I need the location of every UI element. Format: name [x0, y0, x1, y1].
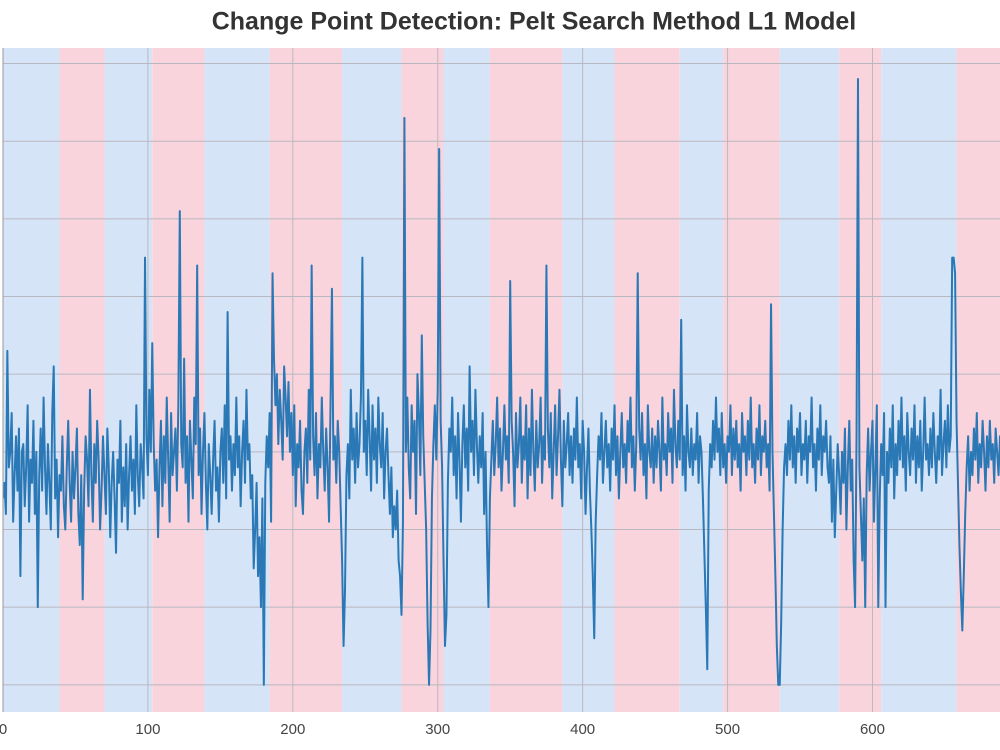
regime-bands	[3, 48, 1000, 712]
regime-band	[839, 48, 882, 712]
x-tick-label: 300	[425, 721, 450, 738]
series-line	[3, 78, 1000, 686]
x-ticks: 0 100 200 300 400 500 600	[0, 721, 885, 738]
x-tick-label: 200	[280, 721, 305, 738]
regime-band	[342, 48, 402, 712]
regime-band	[443, 48, 490, 712]
x-tick-label: 400	[570, 721, 595, 738]
regime-band	[614, 48, 680, 712]
regime-band	[881, 48, 957, 712]
regime-band	[779, 48, 840, 712]
regime-band	[679, 48, 724, 712]
series-layer	[3, 78, 1000, 686]
x-tick-label: 100	[135, 721, 160, 738]
regime-band	[3, 48, 60, 712]
regime-band	[489, 48, 563, 712]
x-tick-label: 600	[860, 721, 885, 738]
x-tick-label: 0	[0, 721, 7, 738]
regime-band	[59, 48, 105, 712]
regime-band	[204, 48, 270, 712]
x-tick-label: 500	[715, 721, 740, 738]
grid	[2, 48, 1000, 712]
regime-band	[562, 48, 615, 712]
chart-title: Change Point Detection: Pelt Search Meth…	[212, 8, 857, 36]
